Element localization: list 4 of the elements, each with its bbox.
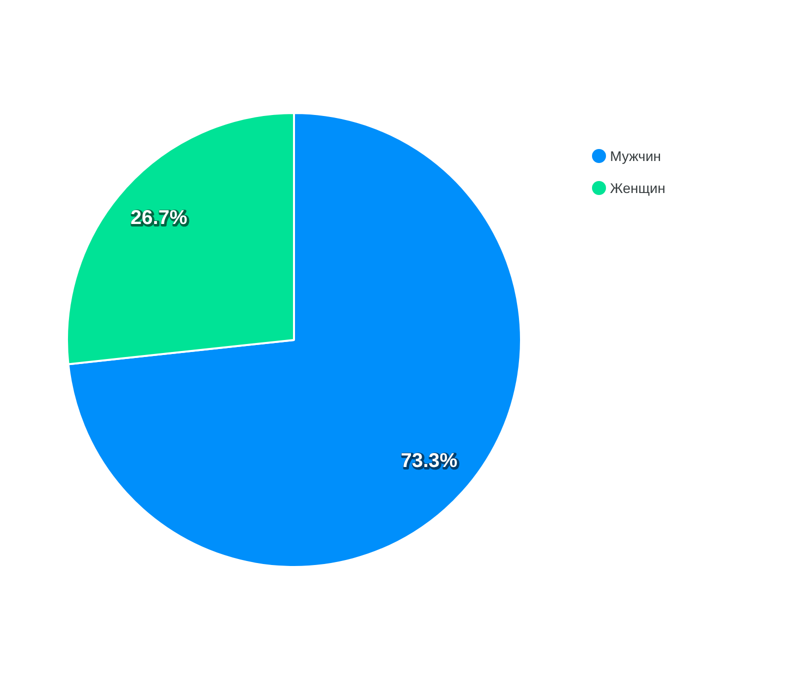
legend-label: Мужчин	[610, 148, 662, 164]
legend-label: Женщин	[610, 180, 666, 196]
data-label: 73.3%	[402, 450, 459, 473]
data-label: 26.7%	[132, 208, 188, 230]
